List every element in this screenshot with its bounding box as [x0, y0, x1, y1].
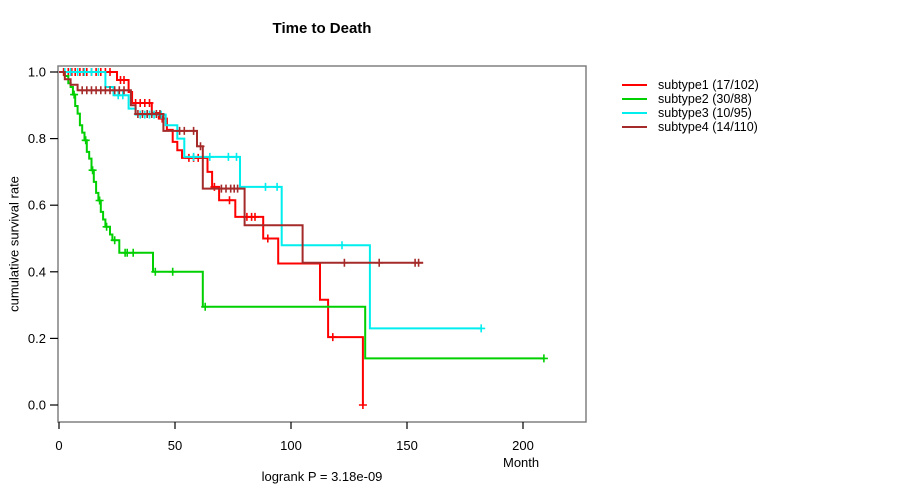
censor-mark-subtype3 [66, 68, 75, 76]
x-axis-tick-label: 150 [396, 438, 418, 453]
series-subtype2-curve [59, 71, 544, 360]
censor-mark-subtype1 [263, 234, 272, 243]
legend-swatch-subtype3 [622, 112, 647, 114]
censor-mark-subtype2 [168, 267, 177, 276]
y-axis-tick-label: 0.0 [28, 398, 46, 413]
y-axis-tick-label: 0.4 [28, 264, 46, 279]
x-axis-tick-label: 0 [55, 438, 62, 453]
censor-mark-subtype1 [251, 212, 259, 221]
censor-mark-subtype1 [358, 401, 367, 409]
censor-mark-subtype3 [477, 324, 486, 333]
censor-mark-subtype3 [94, 68, 103, 76]
x-axis-tick-label: 50 [168, 438, 182, 453]
censor-mark-subtype4 [189, 126, 198, 135]
censor-mark-subtype2 [201, 302, 210, 311]
censor-mark-subtype3 [232, 152, 241, 161]
legend-swatch-subtype2 [622, 98, 647, 100]
legend: subtype1 (17/102) subtype2 (30/88) subty… [622, 78, 759, 134]
censor-mark-subtype3 [338, 241, 346, 250]
censor-mark-subtype2 [110, 236, 119, 245]
censor-mark-subtype4 [414, 258, 423, 267]
censor-mark-subtype3 [87, 68, 96, 76]
plot-box [57, 65, 587, 423]
legend-label-subtype4: subtype4 (14/110) [658, 120, 758, 134]
censor-mark-subtype1 [225, 196, 234, 205]
censor-mark-subtype1 [106, 68, 114, 76]
censor-mark-subtype2 [151, 267, 160, 276]
censor-mark-subtype3 [118, 91, 127, 100]
censor-mark-subtype2 [95, 196, 104, 205]
censor-mark-subtype2 [539, 354, 548, 363]
legend-item-subtype2: subtype2 (30/88) [622, 92, 759, 106]
y-axis-tick-label: 0.6 [28, 198, 46, 213]
series-subtype3-curve [59, 71, 482, 330]
legend-item-subtype3: subtype3 (10/95) [622, 106, 759, 120]
censor-mark-subtype2 [102, 222, 111, 231]
legend-swatch-subtype4 [622, 126, 647, 128]
censor-mark-subtype1 [120, 76, 128, 84]
x-axis-tick-label: 200 [512, 438, 534, 453]
censor-mark-subtype4 [375, 258, 384, 267]
censor-mark-subtype1 [328, 333, 337, 342]
censor-mark-subtype3 [224, 152, 233, 161]
censor-mark-subtype3 [273, 182, 282, 191]
censor-mark-subtype4 [233, 184, 242, 193]
series-subtype4-curve [59, 71, 424, 264]
y-axis-label: cumulative survival rate [6, 176, 22, 312]
legend-label-subtype3: subtype3 (10/95) [658, 106, 752, 120]
censor-mark-subtype1 [145, 99, 154, 107]
chart-title: Time to Death [272, 20, 372, 37]
y-axis-tick-label: 1.0 [28, 65, 46, 80]
censor-mark-subtype2 [88, 166, 97, 175]
legend-item-subtype4: subtype4 (14/110) [622, 120, 759, 134]
legend-item-subtype1: subtype1 (17/102) [622, 78, 759, 92]
censor-mark-subtype4 [340, 258, 349, 267]
censor-mark-subtype2 [70, 90, 79, 99]
censor-mark-subtype3 [73, 68, 82, 76]
x-axis-label: Month [503, 455, 540, 470]
x-axis-tick-label: 100 [280, 438, 302, 453]
censor-mark-subtype4 [196, 142, 205, 151]
censor-mark-subtype3 [189, 152, 198, 161]
censor-mark-subtype3 [80, 68, 89, 76]
censor-mark-subtype2 [129, 248, 138, 257]
censor-mark-subtype4 [180, 126, 189, 135]
legend-swatch-subtype1 [622, 84, 647, 86]
series-subtype1-curve [59, 71, 364, 405]
legend-label-subtype1: subtype1 (17/102) [658, 78, 759, 92]
censor-mark-subtype4 [120, 86, 128, 95]
censor-mark-subtype2 [81, 136, 90, 145]
y-axis-tick-label: 0.8 [28, 131, 46, 146]
censor-mark-subtype3 [261, 182, 270, 191]
censor-mark-subtype4 [155, 110, 164, 118]
logrank-p-annotation: logrank P = 3.18e-09 [261, 469, 383, 484]
censor-mark-subtype3 [205, 152, 214, 161]
legend-label-subtype2: subtype2 (30/88) [658, 92, 752, 106]
y-axis-tick-label: 0.2 [28, 331, 46, 346]
